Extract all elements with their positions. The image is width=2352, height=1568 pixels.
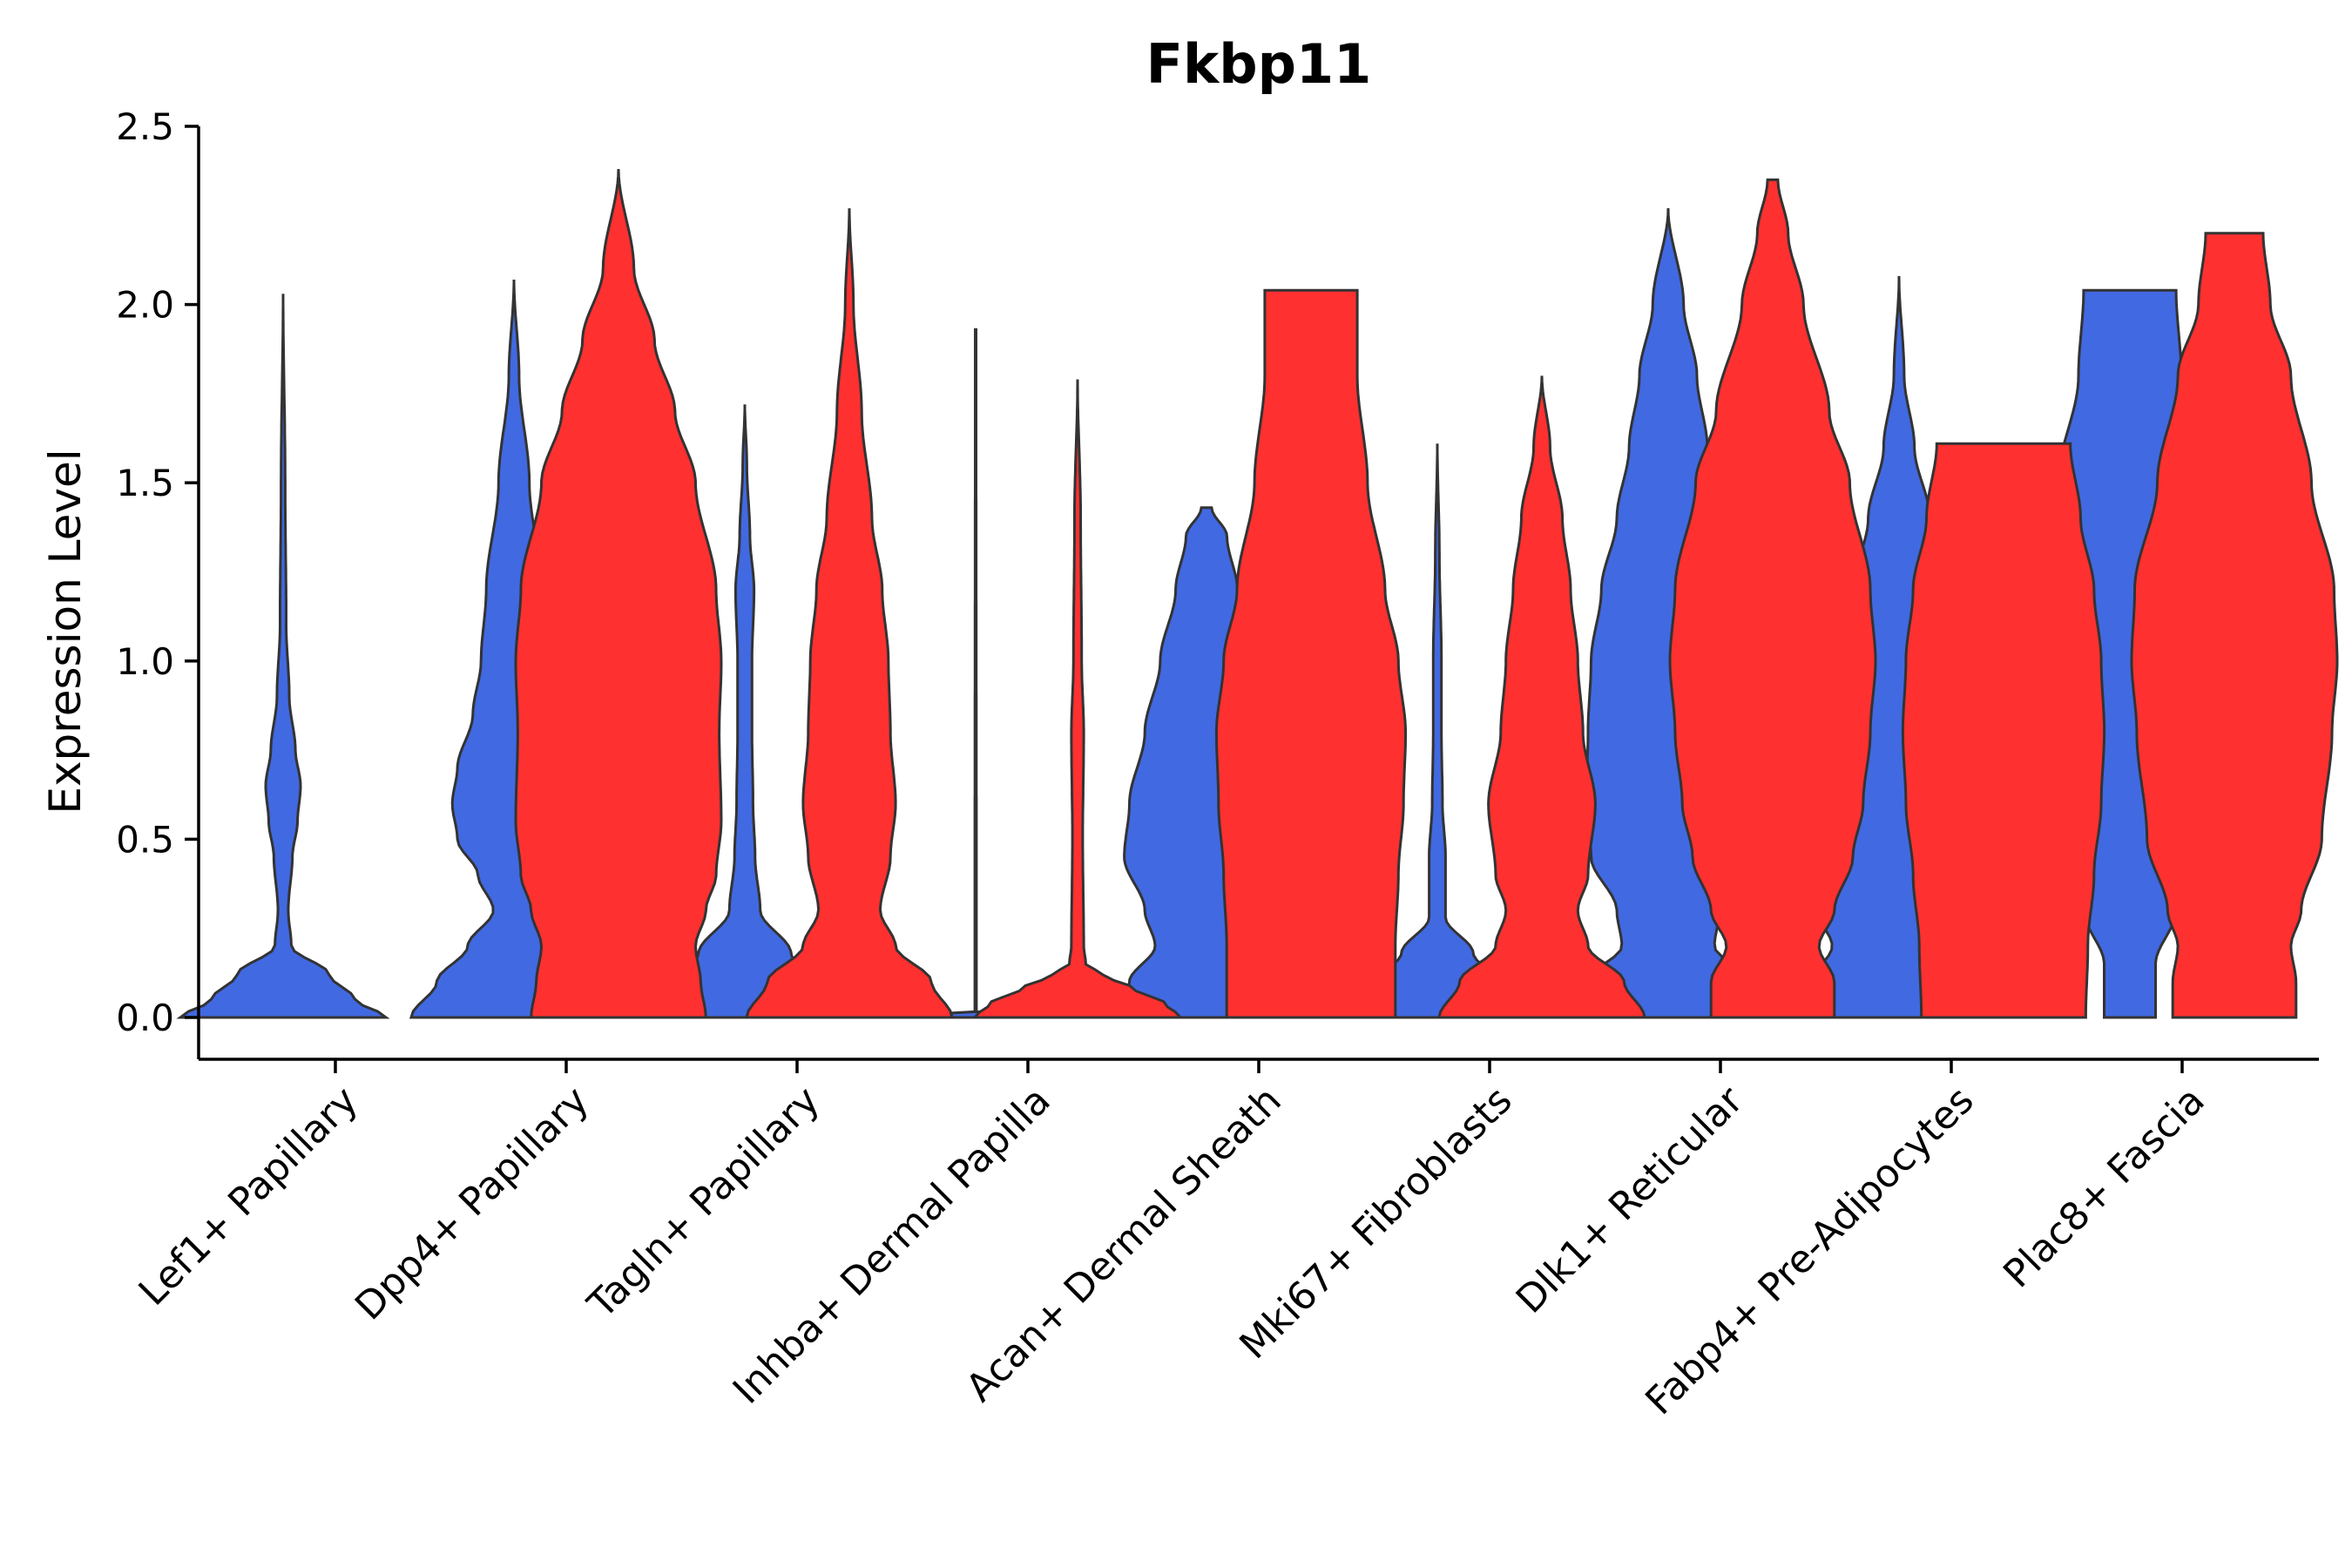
violin-blue-3 (872, 328, 1079, 1019)
violin-red-5 (1437, 375, 1646, 1019)
violin-blue-0 (176, 294, 390, 1019)
y-axis-label: Expression Level (40, 449, 91, 814)
violin-red-1 (514, 169, 723, 1019)
x-tick-label: Dpp4+ Papillary (347, 1078, 598, 1329)
x-tick-label: Dlk1+ Reticular (1508, 1078, 1753, 1322)
violin-group (176, 169, 2339, 1019)
violin-blue-2 (639, 404, 850, 1019)
y-tick-label: 0.5 (116, 818, 174, 861)
violin-red-3 (971, 379, 1184, 1019)
y-tick-label: 2.0 (116, 284, 174, 327)
violin-red-7 (1901, 442, 2106, 1019)
x-tick-label: Tagln+ Papillary (579, 1078, 828, 1328)
y-tick-label: 2.5 (116, 105, 174, 148)
x-tick-label: Plac8+ Fascia (1995, 1078, 2213, 1297)
chart-title: Fkbp11 (1146, 32, 1372, 96)
violin-red-8 (2130, 232, 2339, 1019)
violin-red-6 (1668, 178, 1877, 1019)
x-tick-label: Lef1+ Papillary (131, 1078, 367, 1315)
y-tick-label: 1.0 (116, 640, 174, 683)
violin-red-4 (1214, 288, 1408, 1019)
y-tick-label: 0.0 (116, 997, 174, 1039)
violin-blue-5 (1332, 443, 1543, 1019)
y-tick-label: 1.5 (116, 462, 174, 504)
violin-red-2 (745, 208, 954, 1019)
